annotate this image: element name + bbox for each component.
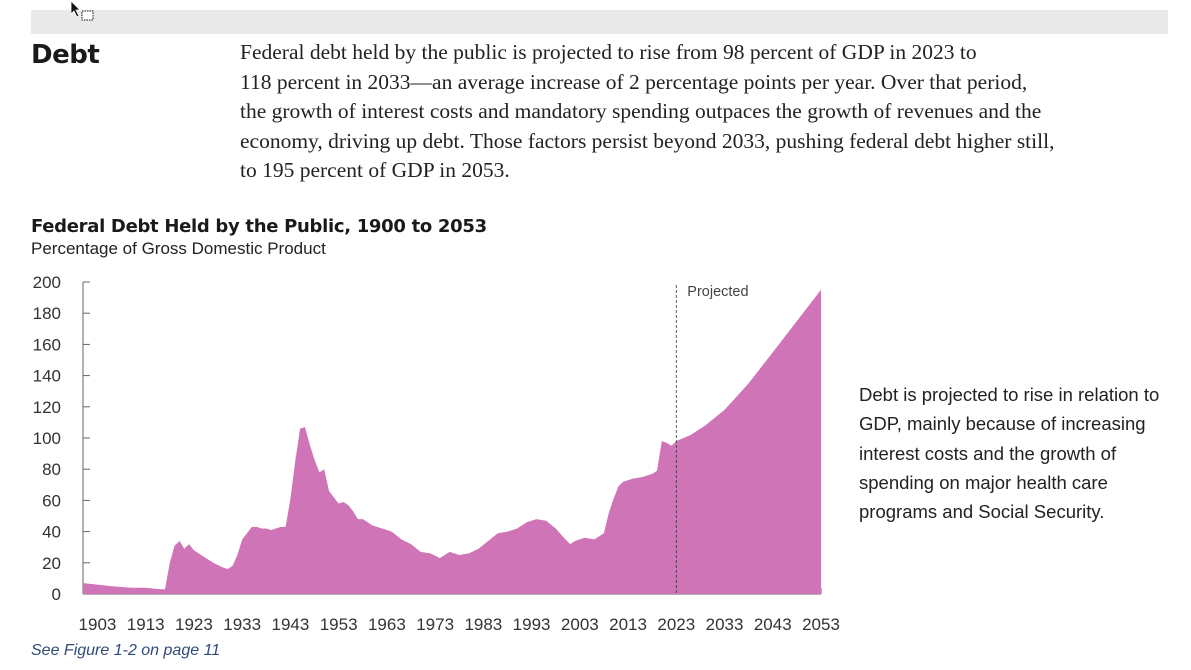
x-tick-label: 1913: [127, 615, 165, 634]
y-tick-label: 0: [52, 585, 61, 604]
x-tick-label: 1943: [271, 615, 309, 634]
chart-plot-area: Projected: [83, 284, 821, 594]
x-tick-label: 1973: [416, 615, 454, 634]
x-tick-label: 1923: [175, 615, 213, 634]
x-tick-label: 1933: [223, 615, 261, 634]
x-tick-label: 1963: [368, 615, 406, 634]
x-tick-label: 2003: [561, 615, 599, 634]
mouse-pointer-icon: [70, 0, 94, 21]
y-tick-label: 200: [33, 273, 61, 292]
debt-area-series: [83, 289, 821, 594]
y-tick-label: 40: [42, 523, 61, 542]
y-tick-label: 120: [33, 398, 61, 417]
x-tick-label: 1993: [513, 615, 551, 634]
debt-area-chart: 0 20 40 60 80 100 120 140 160 180 200 1903 1913 1923 1…: [33, 273, 840, 634]
intro-paragraph: Federal debt held by the public is proje…: [240, 40, 1055, 182]
x-tick-label: 1953: [320, 615, 358, 634]
y-tick-label: 160: [33, 335, 61, 354]
x-tick-label: 2013: [609, 615, 647, 634]
chart-title: Federal Debt Held by the Public, 1900 to…: [31, 216, 487, 237]
x-tick-label: 2043: [754, 615, 792, 634]
y-tick-label: 140: [33, 367, 61, 386]
x-tick-label: 2023: [657, 615, 695, 634]
y-tick-label: 100: [33, 429, 61, 448]
chart-subtitle: Percentage of Gross Domestic Product: [31, 239, 326, 258]
y-tick-label: 60: [42, 491, 61, 510]
y-tick-label: 80: [42, 460, 61, 479]
x-tick-label: 1983: [464, 615, 502, 634]
figure-reference-link[interactable]: See Figure 1-2 on page 11: [31, 642, 221, 659]
x-tick-label: 2053: [802, 615, 840, 634]
x-tick-label: 2033: [706, 615, 744, 634]
projected-label: Projected: [687, 284, 748, 300]
x-tick-label: 1903: [79, 615, 117, 634]
y-tick-label: 180: [33, 304, 61, 323]
top-toolbar-strip: [31, 10, 1168, 34]
section-heading: Debt: [31, 40, 100, 70]
y-tick-label: 20: [42, 554, 61, 573]
chart-side-note: Debt is projected to rise in relation to…: [859, 384, 1160, 523]
chart-axes: 0 20 40 60 80 100 120 140 160 180 200 1903 1913 1923 1…: [33, 273, 840, 634]
